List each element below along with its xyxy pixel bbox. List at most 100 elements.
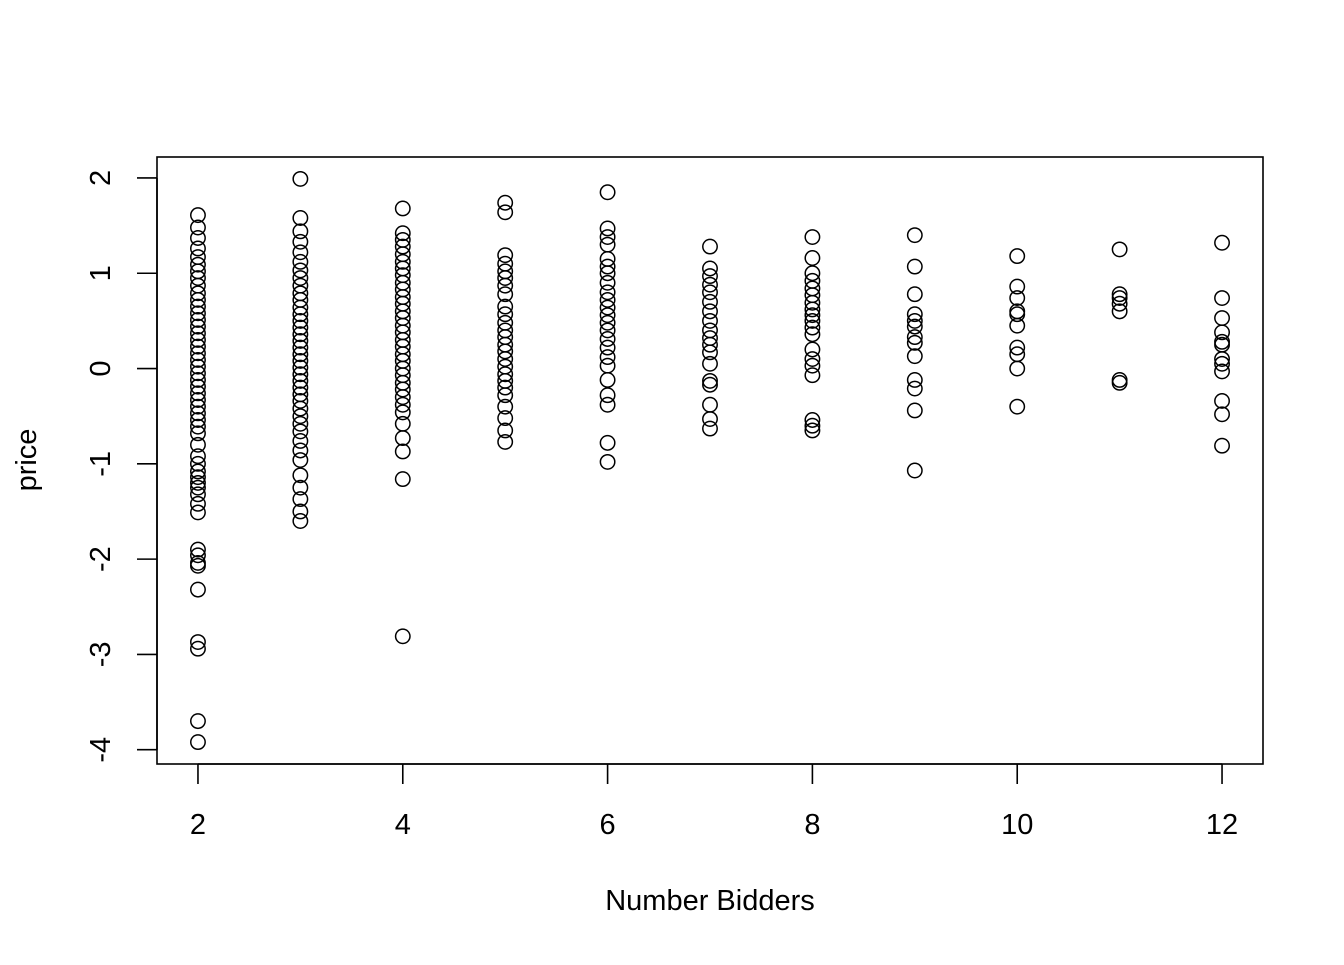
data-point	[190, 479, 206, 496]
data-point	[1009, 306, 1026, 323]
data-point	[702, 238, 718, 255]
data-point	[292, 270, 309, 286]
data-point	[599, 274, 616, 291]
data-point	[599, 307, 616, 324]
data-point	[394, 415, 411, 432]
data-point	[1009, 360, 1026, 377]
data-point	[292, 326, 309, 343]
data-point	[190, 219, 206, 236]
data-point	[190, 385, 206, 402]
data-point	[190, 270, 206, 286]
data-point	[190, 378, 206, 395]
data-point	[190, 504, 206, 521]
x-tick-label: 10	[1001, 809, 1033, 841]
x-tick-label: 8	[804, 809, 820, 841]
y-tick-label: 1	[85, 265, 117, 281]
data-point	[599, 299, 616, 316]
data-point	[599, 258, 616, 275]
data-point	[599, 322, 616, 339]
data-point	[1214, 310, 1230, 326]
data-point	[394, 389, 411, 406]
data-point	[1009, 398, 1026, 415]
data-point	[804, 301, 821, 318]
data-point	[190, 230, 206, 246]
data-point	[190, 448, 206, 465]
data-point	[906, 334, 923, 351]
data-point	[394, 225, 411, 242]
data-point	[702, 344, 718, 361]
data-point	[804, 412, 821, 428]
data-point	[1009, 339, 1026, 356]
data-point	[1214, 437, 1230, 454]
data-point	[190, 405, 206, 422]
data-point	[497, 194, 514, 211]
data-point	[804, 351, 821, 367]
data-point	[497, 433, 514, 450]
data-point	[190, 412, 206, 428]
data-point	[190, 713, 206, 730]
data-point	[190, 469, 206, 486]
x-axis-title: Number Bidders	[605, 885, 815, 917]
data-point	[804, 312, 821, 329]
data-point	[497, 270, 514, 286]
data-point	[599, 184, 616, 201]
data-point	[497, 410, 514, 427]
data-point	[292, 491, 309, 508]
data-point	[292, 366, 309, 383]
data-point	[292, 503, 309, 520]
data-point	[292, 253, 309, 270]
data-point	[804, 422, 821, 439]
data-point	[599, 434, 616, 451]
data-points	[190, 170, 1230, 751]
data-point	[190, 325, 206, 342]
data-point	[292, 408, 309, 425]
data-point	[497, 204, 514, 221]
data-point	[292, 319, 309, 336]
data-point	[804, 250, 821, 266]
data-point	[702, 355, 718, 372]
data-point	[190, 392, 206, 408]
data-point	[190, 207, 206, 224]
data-point	[599, 372, 616, 388]
data-point	[599, 387, 616, 404]
data-point	[906, 306, 923, 323]
data-point	[190, 352, 206, 368]
data-point	[702, 312, 718, 329]
y-axis: -4 -3 -2 -1 0 1 2	[85, 170, 158, 763]
data-point	[190, 734, 206, 751]
data-point	[190, 318, 206, 335]
data-point	[1009, 290, 1026, 306]
data-point	[394, 471, 411, 488]
data-point	[497, 379, 514, 396]
data-point	[190, 455, 206, 472]
data-point	[394, 381, 411, 398]
data-point	[1214, 355, 1230, 372]
data-point	[1214, 324, 1230, 341]
x-tick-label: 6	[600, 809, 616, 841]
data-point	[906, 312, 923, 329]
y-axis-title: price	[11, 429, 43, 492]
data-point	[497, 398, 514, 415]
data-point	[702, 260, 718, 277]
data-point	[190, 298, 206, 315]
data-point	[497, 351, 514, 367]
data-point	[702, 411, 718, 427]
data-point	[292, 379, 309, 396]
data-point	[599, 331, 616, 347]
data-point	[190, 338, 206, 355]
data-point	[292, 442, 309, 459]
plot-frame	[156, 156, 1264, 765]
data-point	[190, 463, 206, 480]
data-point	[190, 332, 206, 348]
data-point	[906, 380, 923, 397]
x-tick-label: 2	[190, 809, 206, 841]
data-point	[292, 170, 309, 187]
data-point	[599, 396, 616, 413]
data-point	[292, 223, 309, 240]
data-point	[497, 247, 514, 264]
data-point	[702, 284, 718, 301]
data-point	[804, 307, 821, 324]
x-axis: 2 4 6 8 10 12	[190, 763, 1238, 841]
data-point	[1009, 317, 1026, 334]
